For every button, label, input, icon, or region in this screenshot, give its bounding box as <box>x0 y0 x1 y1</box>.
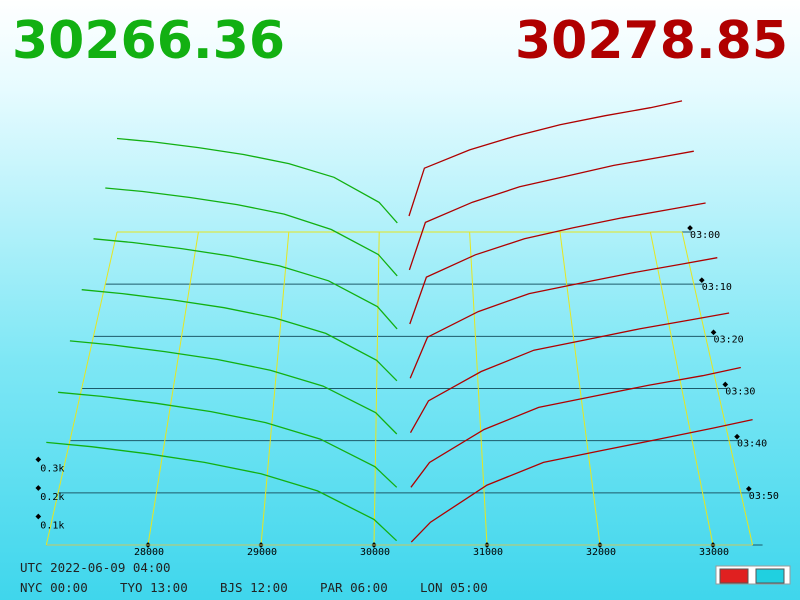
time-tick <box>687 225 693 231</box>
bid-depth-line <box>81 289 398 382</box>
price-grid-line <box>559 231 601 546</box>
time-tick <box>745 486 752 492</box>
price-grid-line <box>260 231 290 546</box>
floor-edge <box>45 231 118 546</box>
time-tick <box>734 433 740 440</box>
bid-depth-line <box>93 238 398 330</box>
ask-depth-line <box>408 100 683 217</box>
price-tick-label: 31000 <box>473 547 503 558</box>
depth-tick-label: 0.3k <box>40 464 64 475</box>
time-tick <box>722 381 729 388</box>
zone-time: LON 05:00 <box>420 580 488 595</box>
3d-glasses-icon <box>715 565 791 585</box>
price-tick-label: 32000 <box>586 547 616 558</box>
time-tick <box>710 329 717 336</box>
time-tick-label: 03:40 <box>737 439 767 450</box>
depth-tick-label: 0.1k <box>40 521 64 532</box>
price-tick-label: 28000 <box>134 547 164 558</box>
depth-tick-label: 0.2k <box>40 492 64 503</box>
time-tick <box>698 277 705 283</box>
ask-depth-line <box>409 257 718 379</box>
time-tick-label: 03:50 <box>749 491 779 502</box>
zone-time: TYO 13:00 <box>120 580 188 595</box>
depth-tick <box>35 485 42 491</box>
ask-depth-line <box>409 202 706 325</box>
bid-price: 30266.36 <box>12 11 285 71</box>
zone-time: BJS 12:00 <box>220 580 288 595</box>
ask-depth-line <box>410 366 741 488</box>
time-tick-label: 03:10 <box>702 282 732 293</box>
floor-edge <box>681 231 754 546</box>
time-tick-label: 03:20 <box>714 334 744 345</box>
zone-time: PAR 06:00 <box>320 580 388 595</box>
time-tick-label: 03:00 <box>690 230 720 241</box>
bid-depth-line <box>105 187 398 277</box>
price-grid-line <box>147 231 199 546</box>
bid-depth-line <box>58 391 398 488</box>
bid-depth-line <box>69 340 398 435</box>
price-tick-label: 33000 <box>699 547 729 558</box>
depth-tick <box>35 513 42 520</box>
price-tick-label: 29000 <box>247 547 277 558</box>
price-tick-label: 30000 <box>360 547 390 558</box>
ask-price: 30278.85 <box>515 11 788 71</box>
time-tick-label: 03:30 <box>725 387 755 398</box>
depth-tick <box>35 456 42 463</box>
bid-depth-line <box>116 137 398 224</box>
depth-plot: 28000 29000 30000 31000 32000 33000 03:00 03:10… <box>35 100 779 558</box>
zone-times: NYC 00:00 TYO 13:00 BJS 12:00 PAR 06:00 LON … <box>20 580 488 595</box>
bid-depth-line <box>46 441 398 542</box>
price-grid-line <box>373 231 380 546</box>
ask-depth-line <box>408 150 694 271</box>
utc-time: UTC 2022-06-09 04:00 <box>20 560 171 575</box>
ask-depth-line <box>409 312 730 434</box>
zone-time: NYC 00:00 <box>20 580 88 595</box>
ask-depth-line <box>410 418 753 543</box>
price-grid-line <box>469 231 488 546</box>
price-grid-line <box>649 231 714 546</box>
